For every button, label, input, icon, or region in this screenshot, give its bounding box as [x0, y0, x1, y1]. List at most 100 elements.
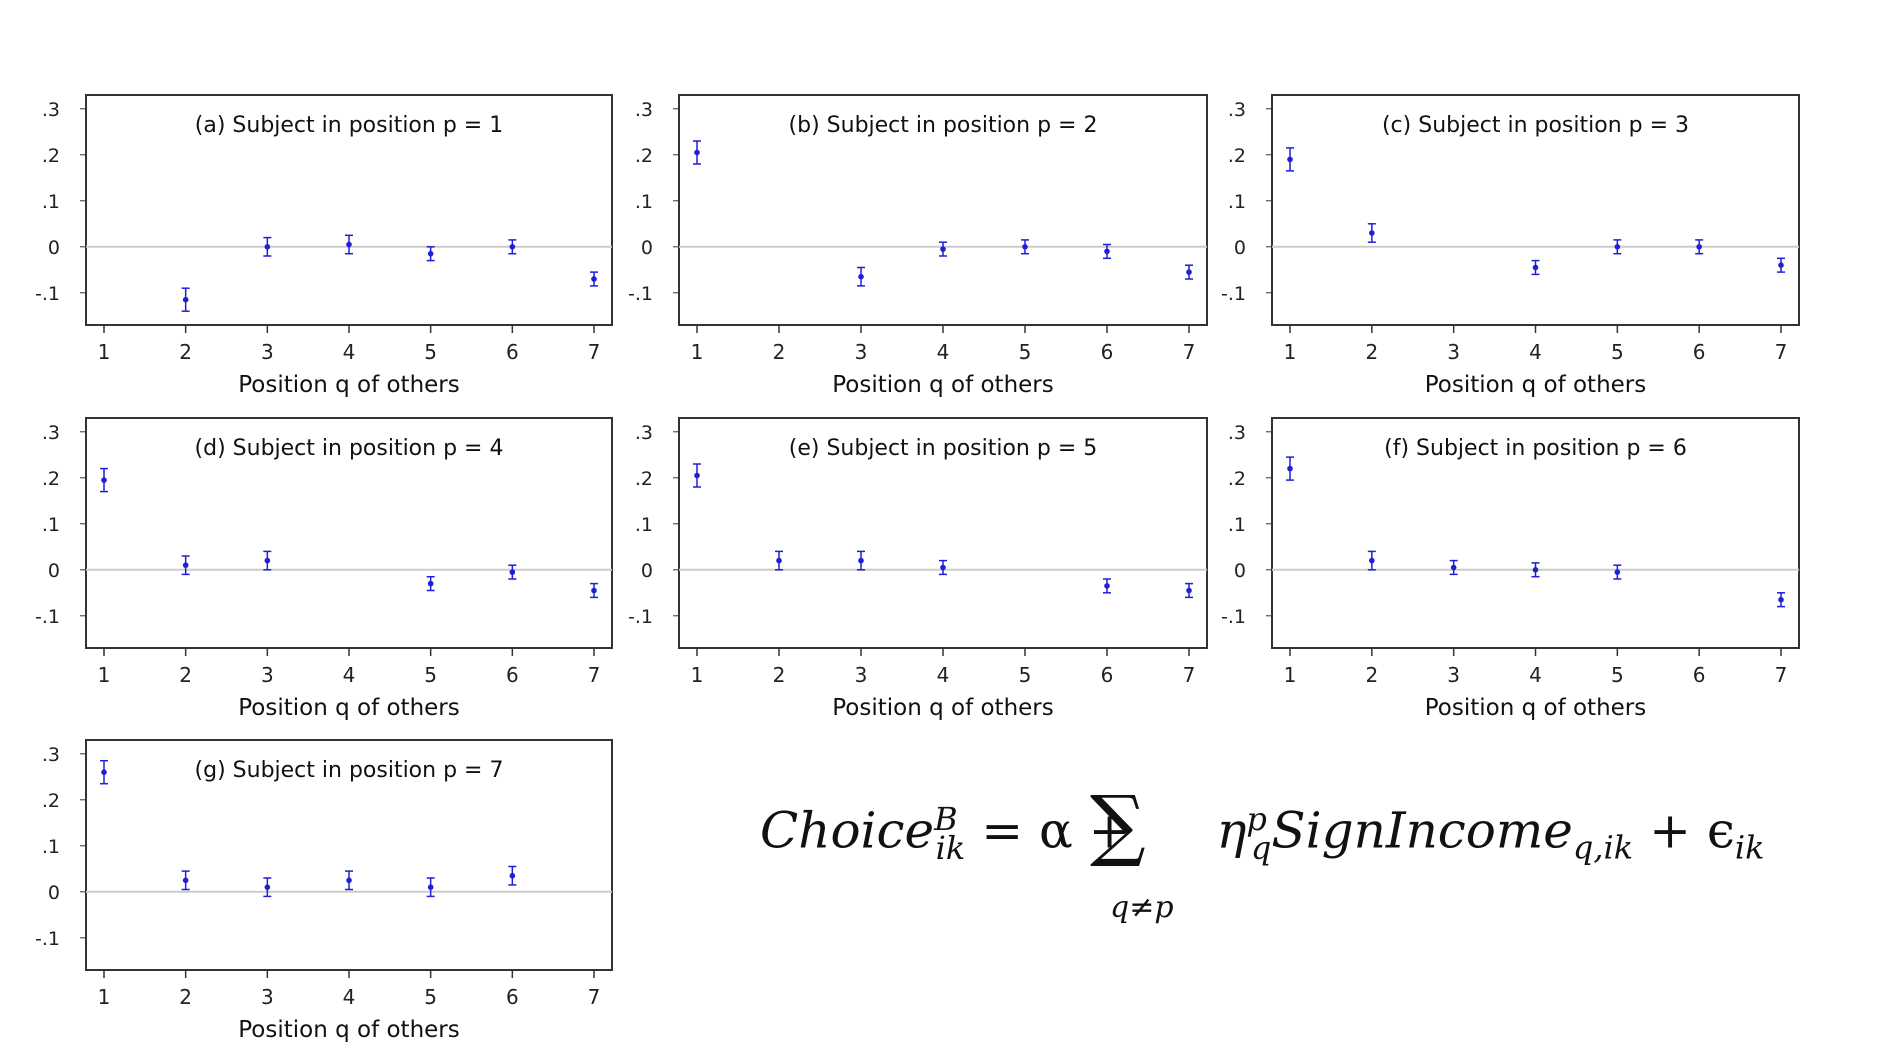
panel-d-point [427, 580, 434, 587]
panel-e-title: (e) Subject in position p = 5 [789, 436, 1098, 461]
panel-b-title: (b) Subject in position p = 2 [789, 113, 1098, 138]
panel-b-point [858, 273, 864, 280]
panel-a-ytick-label: .3 [42, 99, 60, 121]
panel-d-ytick-label: 0 [48, 560, 60, 582]
panel-f-point [1614, 569, 1621, 575]
panel-c-point [1614, 244, 1621, 250]
panel-b-ytick-label: -.1 [628, 283, 653, 305]
panel-a-point [509, 244, 516, 250]
panel-d-xlabel: Position q of others [238, 695, 460, 721]
panel-d-ytick-label: .2 [42, 468, 60, 490]
formula-eta-sup: p [1246, 800, 1267, 838]
panel-a-title: (a) Subject in position p = 1 [195, 113, 503, 138]
panel-g-xtick-label: 5 [424, 985, 437, 1009]
panel-g-point [509, 872, 516, 879]
panel-f-ytick-label: -.1 [1221, 606, 1246, 628]
panel-g-xtick-label: 4 [343, 985, 356, 1009]
panel-a-ytick-label: 0 [48, 237, 60, 259]
panel-d-point [182, 562, 189, 568]
panel-d-xtick-label: 4 [343, 663, 356, 687]
panel-c-xtick-label: 4 [1529, 340, 1542, 364]
panel-d-point [509, 569, 516, 575]
panel-d-ytick-label: .3 [42, 422, 60, 444]
panel-d-frame [85, 417, 613, 649]
panel-b-ytick-label: .1 [635, 191, 653, 213]
panel-c-xtick-label: 1 [1284, 340, 1297, 364]
formula-income-sub: q,ik [1572, 828, 1634, 867]
panel-f-xtick-label: 5 [1611, 663, 1624, 687]
panel-e-xtick-label: 4 [937, 663, 950, 687]
panel-d-xtick-label: 6 [506, 663, 519, 687]
panel-b-xtick-label: 2 [773, 340, 786, 364]
panel-e-ytick-label: -.1 [628, 606, 653, 628]
panel-c-xlabel: Position q of others [1425, 372, 1647, 398]
panel-a-xtick-label: 6 [506, 340, 519, 364]
panel-c-ytick-label: .1 [1228, 191, 1246, 213]
panel-f-xtick-label: 4 [1529, 663, 1542, 687]
panel-d-xtick-label: 2 [179, 663, 192, 687]
panel-f-point [1287, 465, 1293, 472]
panel-f-xtick-label: 7 [1775, 663, 1788, 687]
panel-g-point [264, 884, 271, 890]
formula-lhs: Choice [760, 801, 935, 860]
panel-e-xtick-label: 1 [691, 663, 704, 687]
panel-a-xtick-label: 7 [588, 340, 601, 364]
panel-e-xtick-label: 6 [1101, 663, 1114, 687]
panel-f-xlabel: Position q of others [1425, 695, 1647, 721]
panel-a-frame [85, 94, 613, 326]
formula-main: ChoiceBik = α + ηpqSignIncomeq,ik + ϵik [760, 800, 1764, 867]
panel-c-point [1369, 230, 1375, 236]
panel-c-ytick-label: 0 [1234, 237, 1246, 259]
panel-c-ytick-label: -.1 [1221, 283, 1246, 305]
panel-a-xtick-label: 5 [424, 340, 437, 364]
panel-c-point [1287, 156, 1293, 163]
panel-g-xtick-label: 3 [261, 985, 274, 1009]
panel-c-point [1696, 244, 1702, 250]
formula-plus-eps: + ϵ [1633, 801, 1735, 860]
panel-b-ytick-label: 0 [641, 237, 653, 259]
panel-g-ytick-label: .2 [42, 790, 60, 812]
panel-g-xlabel: Position q of others [238, 1017, 460, 1043]
panel-c-xtick-label: 2 [1365, 340, 1378, 364]
panel-e-ytick-label: 0 [641, 560, 653, 582]
panel-d-ytick-label: .1 [42, 514, 60, 536]
panel-a-xtick-label: 2 [179, 340, 192, 364]
panel-f-frame [1271, 417, 1800, 649]
formula-eta: η [1216, 801, 1247, 860]
panel-b-frame [678, 94, 1208, 326]
panel-b-ytick-label: .3 [635, 99, 653, 121]
panel-g-xtick-label: 1 [98, 985, 111, 1009]
formula-eps-sub: ik [1734, 828, 1765, 867]
panel-b-xtick-label: 5 [1019, 340, 1032, 364]
panel-e-point [858, 557, 864, 564]
panel-d-xtick-label: 7 [588, 663, 601, 687]
panel-b-point [694, 149, 700, 156]
panel-e-point [940, 564, 946, 571]
panel-a-xtick-label: 4 [343, 340, 356, 364]
panel-a-ytick-label: -.1 [35, 283, 60, 305]
panel-a-point [427, 250, 434, 257]
panel-f-xtick-label: 1 [1284, 663, 1297, 687]
panel-g-ytick-label: .1 [42, 836, 60, 858]
panel-b-xtick-label: 6 [1101, 340, 1114, 364]
panel-d-ytick-label: -.1 [35, 606, 60, 628]
panel-c-point [1778, 262, 1784, 269]
panel-g-point [182, 877, 189, 884]
panel-g-title: (g) Subject in position p = 7 [195, 758, 504, 783]
panel-g-ytick-label: -.1 [35, 928, 60, 950]
panel-a-xtick-label: 1 [98, 340, 111, 364]
panel-a-point [182, 296, 189, 303]
panel-d-xtick-label: 1 [98, 663, 111, 687]
panel-c-ytick-label: .3 [1228, 99, 1246, 121]
panel-g-xtick-label: 7 [588, 985, 601, 1009]
panel-e-ytick-label: .3 [635, 422, 653, 444]
formula-eta-sub: q [1250, 828, 1272, 867]
panel-c-xtick-label: 6 [1693, 340, 1706, 364]
panel-f-ytick-label: .1 [1228, 514, 1246, 536]
panel-e-point [776, 557, 782, 564]
panel-c-xtick-label: 5 [1611, 340, 1624, 364]
panel-f-ytick-label: .3 [1228, 422, 1246, 444]
formula-eq: = α + [965, 801, 1147, 860]
panel-d-point [264, 557, 271, 564]
